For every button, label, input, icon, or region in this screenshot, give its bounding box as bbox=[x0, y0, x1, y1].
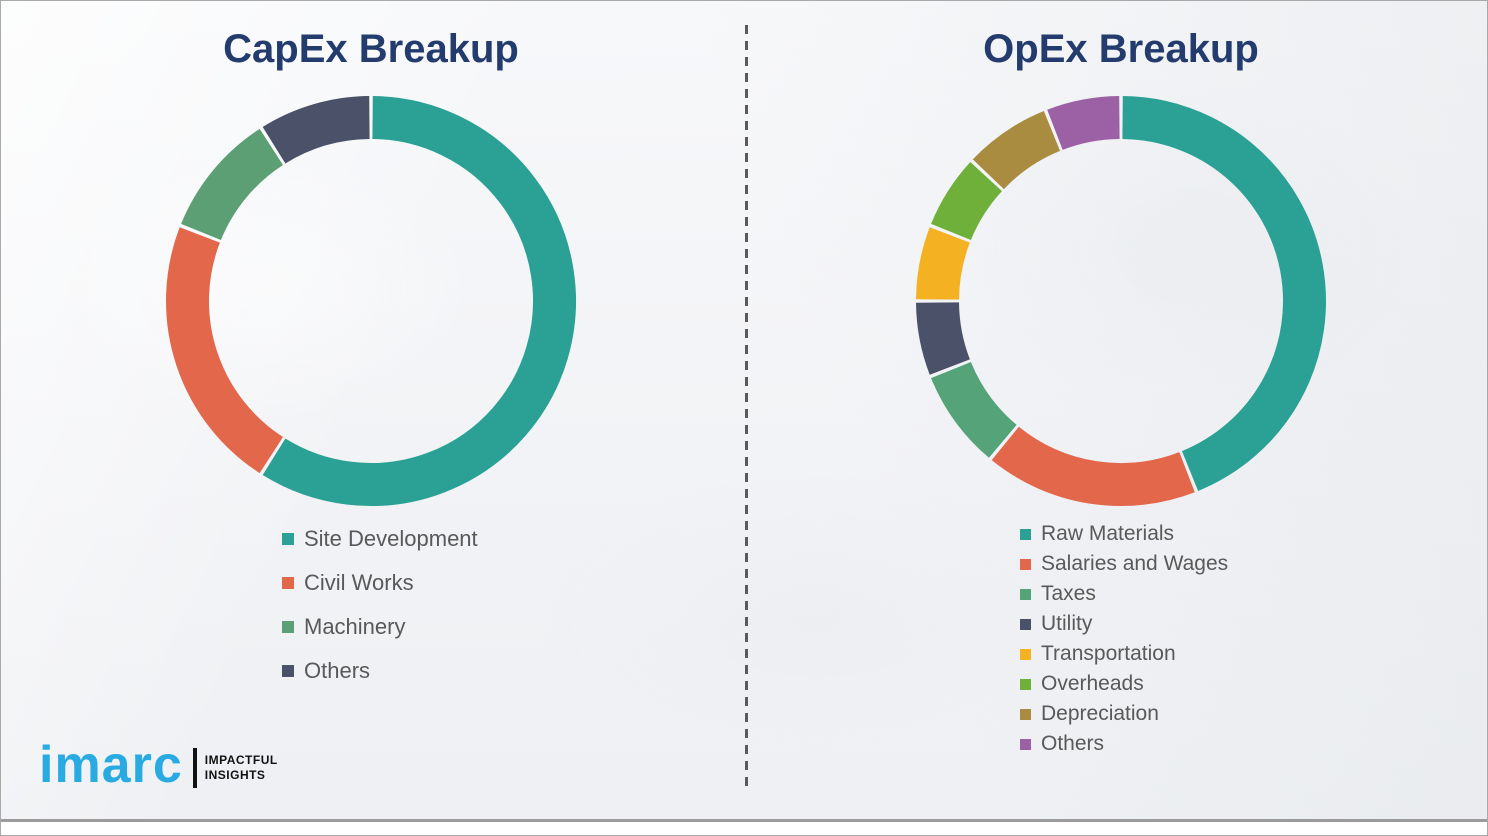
legend-item: Raw Materials bbox=[1020, 519, 1228, 549]
legend-label: Depreciation bbox=[1041, 702, 1159, 725]
imarc-tagline-line1: IMPACTFUL bbox=[204, 753, 278, 767]
legend-item: Machinery bbox=[282, 605, 478, 649]
capex-chart-title: CapEx Breakup bbox=[223, 27, 519, 71]
legend-item: Depreciation bbox=[1020, 699, 1228, 729]
capex-legend: Site Development Civil Works Machinery Othe… bbox=[282, 517, 478, 693]
legend-swatch-icon bbox=[1020, 558, 1031, 570]
donut-segment-taxes bbox=[931, 361, 1018, 458]
imarc-logo: imarc IMPACTFUL INSIGHTS bbox=[39, 739, 278, 791]
donut-segment-raw-materials bbox=[1122, 96, 1326, 491]
donut-segment-salaries-and-wages bbox=[991, 426, 1195, 506]
imarc-logo-divider bbox=[192, 748, 197, 788]
legend-item: Overheads bbox=[1020, 669, 1228, 699]
donut-segment-site-development bbox=[262, 96, 576, 506]
legend-label: Site Development bbox=[304, 526, 478, 551]
legend-swatch-icon bbox=[282, 665, 294, 677]
donut-segment-civil-works bbox=[166, 227, 284, 474]
donut-segment-utility bbox=[916, 301, 971, 375]
legend-item: Salaries and Wages bbox=[1020, 549, 1228, 579]
legend-item: Site Development bbox=[282, 517, 478, 561]
legend-swatch-icon bbox=[1020, 528, 1031, 540]
opex-chart-title: OpEx Breakup bbox=[983, 27, 1259, 71]
donut-segment-overheads bbox=[931, 161, 1003, 241]
imarc-tagline: IMPACTFUL INSIGHTS bbox=[205, 753, 278, 783]
legend-label: Machinery bbox=[304, 614, 406, 639]
capex-donut-chart bbox=[166, 96, 576, 506]
opex-legend: Raw Materials Salaries and Wages Taxes Util… bbox=[1020, 519, 1228, 759]
legend-label: Overheads bbox=[1041, 672, 1144, 695]
donut-segment-others bbox=[1047, 96, 1121, 151]
legend-item: Utility bbox=[1020, 609, 1228, 639]
legend-item: Taxes bbox=[1020, 579, 1228, 609]
legend-swatch-icon bbox=[1020, 708, 1031, 720]
bottom-margin-strip bbox=[1, 822, 1487, 835]
legend-swatch-icon bbox=[282, 533, 294, 545]
legend-label: Utility bbox=[1041, 612, 1093, 635]
legend-label: Others bbox=[1041, 732, 1105, 755]
legend-swatch-icon bbox=[1020, 618, 1031, 630]
legend-item: Transportation bbox=[1020, 639, 1228, 669]
legend-label: Salaries and Wages bbox=[1041, 552, 1229, 575]
legend-item: Others bbox=[282, 649, 478, 693]
legend-swatch-icon bbox=[1020, 678, 1031, 690]
legend-swatch-icon bbox=[282, 577, 294, 589]
donut-segment-others bbox=[262, 96, 371, 164]
donut-segment-transportation bbox=[916, 227, 971, 301]
divider-dashed-line bbox=[745, 25, 748, 791]
legend-label: Raw Materials bbox=[1041, 522, 1175, 545]
imarc-tagline-line2: INSIGHTS bbox=[204, 768, 266, 782]
legend-item: Others bbox=[1020, 729, 1228, 759]
legend-label: Others bbox=[304, 658, 371, 683]
donut-segment-machinery bbox=[181, 128, 284, 241]
legend-item: Civil Works bbox=[282, 561, 478, 605]
imarc-logo-text: imarc bbox=[39, 736, 183, 794]
legend-label: Civil Works bbox=[304, 570, 414, 595]
legend-swatch-icon bbox=[1020, 648, 1031, 660]
legend-swatch-icon bbox=[1020, 588, 1031, 600]
legend-label: Transportation bbox=[1041, 642, 1176, 665]
opex-donut-chart bbox=[916, 96, 1326, 506]
legend-swatch-icon bbox=[1020, 738, 1031, 750]
legend-swatch-icon bbox=[282, 621, 294, 633]
donut-segment-depreciation bbox=[972, 111, 1061, 190]
legend-label: Taxes bbox=[1041, 582, 1096, 605]
